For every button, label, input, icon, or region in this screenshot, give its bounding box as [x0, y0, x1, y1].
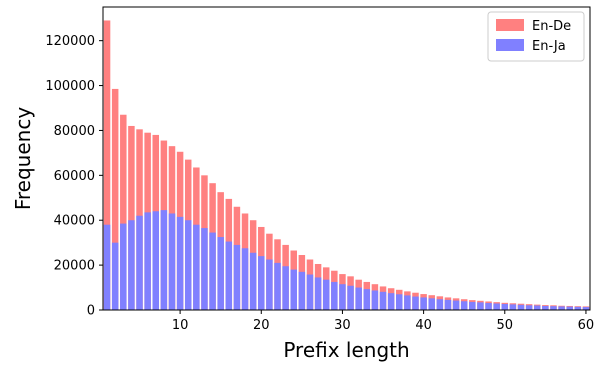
- bar-en-ja-39: [412, 296, 419, 310]
- legend-label-en-de: En-De: [532, 19, 571, 34]
- bar-en-ja-16: [225, 241, 233, 310]
- bar-en-ja-43: [444, 299, 452, 310]
- bar-en-ja-13: [201, 228, 208, 310]
- bar-en-ja-17: [233, 244, 241, 310]
- bar-en-ja-49: [493, 303, 500, 310]
- bar-en-ja-51: [509, 304, 517, 310]
- bar-en-ja-60: [582, 307, 590, 310]
- y-tick-label: 40000: [54, 214, 95, 229]
- bar-en-ja-34: [371, 290, 379, 310]
- bar-en-ja-9: [168, 213, 176, 310]
- y-tick-label: 120000: [45, 34, 95, 49]
- y-tick-label: 20000: [54, 259, 95, 274]
- bar-en-ja-33: [363, 289, 371, 310]
- y-axis-label: Frequency: [11, 107, 35, 210]
- bar-en-ja-21: [266, 259, 273, 310]
- bar-en-ja-44: [452, 300, 460, 310]
- bar-en-ja-35: [379, 291, 387, 310]
- bar-en-ja-28: [322, 279, 330, 310]
- bar-en-ja-53: [525, 305, 533, 310]
- bar-en-ja-54: [533, 305, 541, 310]
- bars-layer: [103, 20, 590, 310]
- bar-en-ja-7: [152, 211, 160, 310]
- bar-en-ja-55: [542, 305, 549, 310]
- bar-en-ja-1: [103, 224, 111, 310]
- y-tick-label: 60000: [54, 169, 95, 184]
- x-tick-label: 10: [172, 318, 189, 333]
- bar-en-ja-31: [347, 285, 354, 310]
- bar-en-ja-40: [420, 297, 427, 310]
- bar-en-ja-6: [144, 212, 151, 310]
- y-tick-label: 80000: [54, 124, 95, 139]
- bar-en-ja-5: [136, 215, 143, 310]
- y-tick-label: 100000: [45, 79, 95, 94]
- bar-en-ja-15: [217, 237, 224, 310]
- x-tick-label: 40: [415, 318, 432, 333]
- bar-en-ja-42: [436, 299, 444, 310]
- bar-en-ja-46: [469, 301, 476, 310]
- bar-en-de-4: [128, 125, 135, 310]
- bar-en-ja-20: [258, 256, 265, 310]
- bar-en-ja-58: [566, 306, 573, 310]
- bar-en-ja-47: [477, 302, 484, 310]
- bar-en-ja-36: [387, 293, 395, 310]
- x-tick-label: 60: [578, 318, 595, 333]
- bar-en-ja-24: [290, 269, 297, 310]
- plot-frame: [102, 6, 591, 311]
- x-axis-label: Prefix length: [283, 338, 409, 362]
- bar-en-de-3: [120, 114, 127, 310]
- bar-en-de-1: [103, 20, 111, 310]
- bar-en-ja-32: [355, 287, 362, 310]
- bar-en-ja-18: [241, 248, 249, 310]
- bar-en-ja-48: [485, 303, 492, 310]
- x-tick-label: 30: [334, 318, 351, 333]
- y-axis-ticks: 0 20000 40000 60000 80000 100000 120000: [45, 34, 103, 319]
- bar-en-ja-19: [249, 252, 257, 310]
- bar-en-ja-50: [501, 303, 509, 310]
- bar-en-ja-37: [396, 294, 403, 310]
- legend-label-en-ja: En-Ja: [532, 39, 566, 54]
- legend-swatch-en-de: [496, 19, 524, 31]
- bar-en-ja-30: [339, 284, 346, 310]
- bar-en-ja-10: [176, 216, 184, 310]
- legend-swatch-en-ja: [496, 39, 524, 51]
- bar-en-ja-11: [184, 220, 192, 310]
- bar-en-ja-59: [574, 306, 582, 310]
- bar-en-de-2: [111, 88, 119, 310]
- bar-en-ja-3: [120, 223, 127, 310]
- bar-en-ja-12: [193, 224, 200, 310]
- bar-en-ja-29: [331, 281, 338, 310]
- bar-en-ja-22: [274, 262, 281, 310]
- bar-en-ja-45: [460, 301, 468, 310]
- bar-en-ja-38: [404, 295, 411, 310]
- bar-en-ja-56: [550, 306, 557, 310]
- bar-en-ja-25: [298, 271, 306, 310]
- bar-en-ja-23: [282, 266, 289, 310]
- legend: En-De En-Ja: [487, 11, 585, 62]
- bar-en-ja-52: [517, 304, 525, 310]
- x-axis-ticks: 10 20 30 40 50 60: [172, 310, 594, 333]
- bar-en-ja-26: [306, 274, 314, 310]
- bar-en-ja-41: [428, 298, 435, 310]
- x-tick-label: 50: [497, 318, 514, 333]
- bar-en-ja-14: [209, 232, 216, 310]
- bar-en-ja-4: [128, 220, 135, 310]
- bar-en-ja-2: [111, 242, 119, 310]
- x-tick-label: 20: [253, 318, 270, 333]
- bar-en-ja-8: [160, 210, 168, 310]
- bar-en-ja-27: [314, 277, 322, 310]
- bar-en-ja-57: [558, 306, 565, 310]
- y-tick-label: 0: [87, 304, 95, 319]
